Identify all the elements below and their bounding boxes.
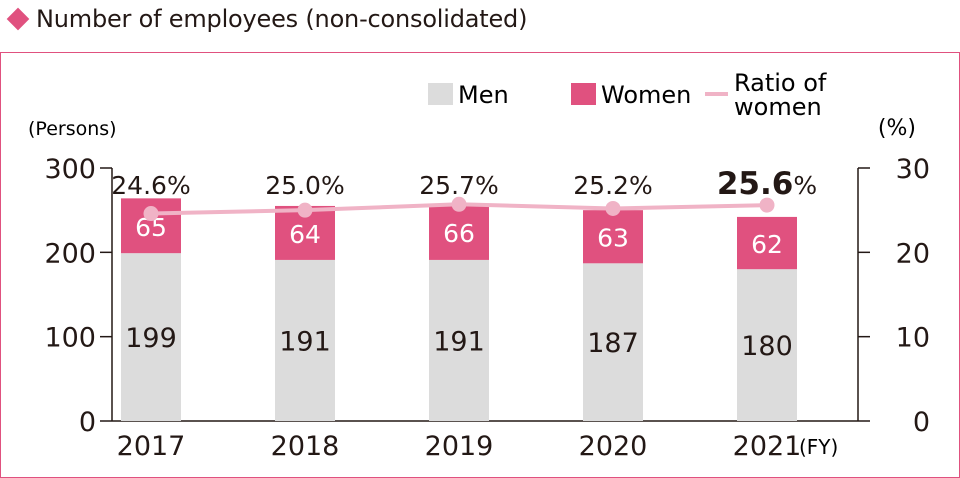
x-axis-unit: (FY): [799, 435, 838, 459]
bar-men-label: 199: [125, 323, 177, 354]
right-axis-title: (%): [878, 116, 916, 141]
bar-women-label: 66: [443, 219, 475, 248]
left-tick-label: 100: [44, 323, 96, 354]
bar-men: [737, 269, 797, 421]
bar-women: [429, 204, 489, 260]
bar-men-label: 187: [587, 328, 639, 359]
right-tick-label: 0: [913, 407, 930, 438]
bar-women-label: 63: [597, 224, 629, 253]
ratio-point: [451, 196, 467, 212]
left-tick-label: 200: [44, 238, 96, 269]
bar-women-label: 62: [751, 230, 783, 259]
ratio-label: 25.7%: [419, 171, 498, 200]
ratio-point: [605, 200, 621, 216]
bar-men: [583, 263, 643, 421]
x-tick-label: 2018: [271, 431, 340, 462]
right-tick-label: 30: [896, 154, 930, 185]
x-tick-label: 2021: [733, 431, 802, 462]
ratio-line: 24.6% 25.0% 25.7% 25.2% 25.6%: [111, 166, 817, 222]
bar-men: [121, 253, 181, 421]
right-tick-label: 20: [896, 238, 930, 269]
legend-women-label: Women: [601, 81, 691, 109]
legend: Men Women Ratio of women: [428, 69, 827, 121]
legend-ratio-label: Ratio of women: [734, 69, 827, 121]
right-axis: 0 10 20 30: [857, 154, 930, 438]
ratio-point: [759, 197, 775, 213]
bar-men-label: 191: [279, 326, 331, 357]
left-tick-label: 0: [79, 407, 96, 438]
ratio-label: 25.2%: [573, 171, 652, 200]
ratio-point: [297, 202, 313, 218]
bar-men: [429, 259, 489, 421]
x-tick-label: 2019: [425, 431, 494, 462]
x-axis: 2017 2018 2019 2020 2021: [117, 431, 802, 462]
ratio-label: 24.6%: [111, 171, 190, 200]
legend-men-label: Men: [458, 81, 509, 109]
chart-title: Number of employees (non-consolidated): [36, 5, 528, 33]
legend-men-swatch: [428, 83, 453, 105]
legend-women-swatch: [571, 83, 596, 105]
x-tick-label: 2020: [579, 431, 648, 462]
bar-women: [737, 216, 797, 270]
ratio-point: [143, 206, 159, 222]
x-tick-label: 2017: [117, 431, 186, 462]
bar-men-label: 180: [741, 331, 793, 362]
ratio-label: 25.0%: [265, 171, 344, 200]
bar-women: [583, 210, 643, 264]
chart-heading: Number of employees (non-consolidated): [2, 2, 527, 36]
bar-men: [275, 259, 335, 421]
bar-men-label: 191: [433, 326, 485, 357]
bar-women-label: 64: [289, 220, 321, 249]
left-tick-label: 300: [44, 154, 96, 185]
left-axis-title: (Persons): [28, 118, 117, 140]
right-tick-label: 10: [896, 323, 930, 354]
ratio-label: 25.6%: [717, 166, 817, 202]
